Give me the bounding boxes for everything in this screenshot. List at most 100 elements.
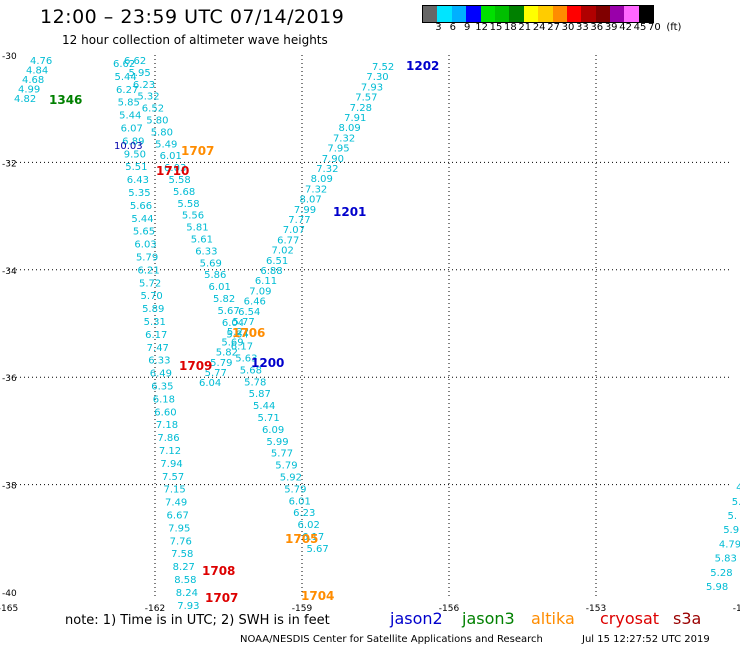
wave-height-value: 5.63: [235, 354, 257, 365]
scale-swatch: [466, 6, 481, 22]
wave-height-value: 6.51: [266, 256, 288, 267]
wave-height-value: 5.35: [128, 188, 150, 199]
wave-height-value: 7.07: [283, 225, 305, 236]
wave-height-value: 6.17: [231, 342, 253, 353]
wave-height-value: 5.79: [136, 253, 158, 264]
scale-unit: (ft): [666, 22, 682, 33]
wave-height-value: 7.02: [272, 246, 294, 257]
wave-height-value: 7.49: [165, 498, 187, 509]
wave-height-value: 7.93: [361, 82, 383, 93]
wave-height-value: 5.84: [226, 330, 248, 341]
wave-height-value: 5.71: [258, 413, 280, 424]
wave-height-value: 5.77: [271, 449, 293, 460]
wave-height-value: 5.78: [244, 377, 266, 388]
wave-height-value: 5.28: [710, 568, 732, 579]
wave-height-value: 7.76: [170, 536, 192, 547]
time-label: 1200: [251, 356, 284, 370]
color-scale-labels: 3 6 9 12 15 18 21 24 27 30 33 36 39 42 45 70 (ft): [422, 22, 740, 34]
scale-swatch: [494, 6, 510, 22]
wave-height-value: 6.62: [113, 59, 135, 70]
wave-height-value: 7.94: [160, 459, 182, 470]
time-label: 1708: [202, 564, 235, 578]
wave-height-value: 6.01: [209, 282, 231, 293]
color-scale-bar: [422, 5, 655, 23]
wave-height-value: 5.92: [280, 473, 302, 484]
wave-height-value: 7.58: [171, 549, 193, 560]
wave-height-value: 5.83: [715, 554, 737, 565]
wave-height-value: 7.52: [372, 62, 394, 73]
scale-label: 39: [604, 22, 618, 33]
wave-height-value: 6.77: [277, 235, 299, 246]
scale-label: 12: [475, 22, 488, 33]
scale-swatch: [437, 6, 452, 22]
wave-height-value: 6.04: [222, 318, 244, 329]
time-label: 1705: [285, 532, 318, 546]
wave-height-value: 5.61: [191, 235, 213, 246]
time-label: 1704: [301, 589, 334, 603]
wave-height-value: 9.50: [124, 149, 146, 160]
wave-height-value: 7.90: [322, 154, 344, 165]
lon-tick-label: -159: [292, 604, 313, 614]
wave-height-value: 5.49: [155, 139, 177, 150]
wave-height-value: 7.47: [147, 343, 169, 354]
wave-height-value: 5.69: [200, 258, 222, 269]
wave-height-value: 6.67: [167, 511, 189, 522]
wave-height-value: 5.86: [204, 270, 226, 281]
wave-height-value: 5.70: [141, 291, 163, 302]
scale-label: 18: [504, 22, 517, 33]
wave-height-value: 4.1: [736, 483, 740, 494]
wave-height-value: 5.77: [205, 368, 227, 379]
wave-height-value: 6.07: [121, 124, 143, 135]
lat-tick-label: -38: [2, 482, 17, 492]
scale-swatch: [423, 6, 438, 22]
wave-height-value: 5.80: [151, 127, 173, 138]
wave-height-value: 5.99: [266, 437, 288, 448]
scale-swatch: [552, 6, 567, 22]
wave-height-value: 5.: [732, 497, 740, 508]
wave-height-value: 5.68: [173, 187, 195, 198]
lon-tick-label: -150: [733, 604, 740, 614]
wave-height-value: 6.27: [116, 85, 138, 96]
footer-credit: NOAA/NESDIS Center for Satellite Applica…: [240, 634, 543, 645]
lat-tick-label: -32: [2, 159, 17, 169]
wave-height-value: 7.86: [157, 433, 179, 444]
scale-label: 42: [619, 22, 632, 33]
wave-height-value: 10.03: [114, 141, 143, 152]
chart-subtitle: 12 hour collection of altimeter wave hei…: [62, 33, 328, 47]
wave-height-value: 4.76: [30, 56, 52, 67]
wave-height-value: 6.88: [260, 266, 282, 277]
wave-height-value: 8.27: [173, 562, 195, 573]
wave-height-value: 5.67: [217, 306, 239, 317]
wave-height-value: 5.82: [216, 348, 238, 359]
wave-height-value: 7.32: [333, 133, 355, 144]
lon-tick-label: -156: [439, 604, 460, 614]
wave-height-value: 5.31: [144, 317, 166, 328]
wave-height-value: 5.56: [182, 211, 204, 222]
time-label: 1201: [333, 205, 366, 219]
legend-item-cryosat: cryosat: [600, 609, 660, 628]
wave-height-value: 7.28: [350, 103, 372, 114]
wave-height-value: 6.23: [293, 508, 315, 519]
scale-label: 3: [435, 22, 442, 33]
scale-label: 27: [547, 22, 560, 33]
wave-height-value: 6.02: [298, 520, 320, 531]
chart-title: 12:00 – 23:59 UTC 07/14/2019: [40, 6, 345, 28]
wave-height-value: 5.58: [169, 175, 191, 186]
wave-height-value: 4.79: [719, 539, 740, 550]
wave-height-value: 7.95: [327, 144, 349, 155]
wave-height-value: 5.51: [125, 162, 147, 173]
legend-item-altika: altika: [531, 609, 575, 628]
scale-swatch: [581, 6, 596, 22]
wave-height-value: 5.67: [306, 544, 328, 555]
wave-height-value: 4.68: [22, 75, 44, 86]
wave-height-value: 7.99: [294, 205, 316, 216]
wave-height-value: 6.01: [289, 496, 311, 507]
wave-height-value: 5.79: [284, 484, 306, 495]
note-text: note: 1) Time is in UTC; 2) SWH is in fe…: [65, 613, 330, 628]
wave-height-value: 6.04: [199, 378, 221, 389]
wave-height-value: 8.09: [339, 123, 361, 134]
wave-height-value: 8.58: [174, 575, 196, 586]
scale-swatch: [538, 6, 553, 22]
wave-height-value: 5.58: [177, 199, 199, 210]
